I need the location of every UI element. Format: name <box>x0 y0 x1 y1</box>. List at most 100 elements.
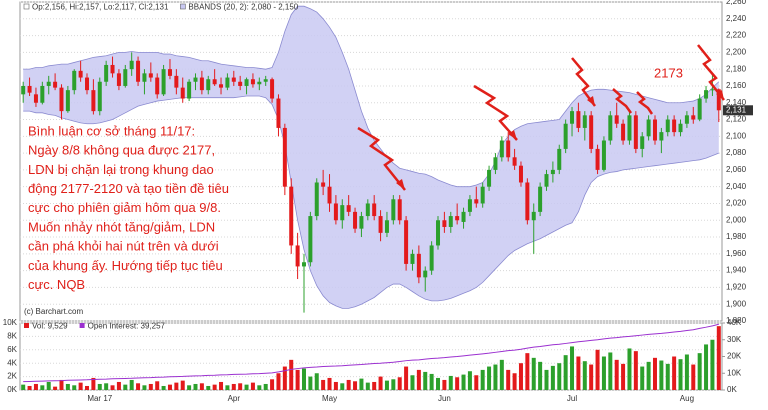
volume-bar <box>187 385 192 390</box>
candle-body <box>53 81 58 88</box>
candle-body <box>499 140 504 158</box>
y-tick-label: 4K <box>7 358 17 367</box>
candle-body <box>97 81 102 112</box>
candle-body <box>199 77 204 91</box>
candle-body <box>340 205 345 221</box>
volume-bar <box>21 384 26 390</box>
legend-label: Op:2,156, Hi:2,157, Lo:2,117, Cl:2,131 <box>32 3 169 12</box>
y-tick-label: 2,060 <box>726 165 747 174</box>
candle-body <box>225 77 230 88</box>
candle-body <box>378 216 383 233</box>
volume-bar <box>633 351 638 390</box>
candle-body <box>570 111 575 124</box>
candle-body <box>180 87 185 99</box>
candle-body <box>589 115 594 149</box>
y2-tick-label: 30K <box>727 335 742 344</box>
candle-body <box>353 211 358 229</box>
volume-bar <box>161 385 166 390</box>
volume-bar <box>314 373 319 390</box>
volume-bar <box>116 381 121 390</box>
volume-bar <box>416 369 421 390</box>
y2-tick-label: 20K <box>727 352 742 361</box>
volume-bar <box>684 354 689 390</box>
volume-bar <box>270 379 275 390</box>
volume-bar <box>110 385 115 390</box>
volume-bar <box>404 366 409 390</box>
volume-bar <box>91 377 96 390</box>
volume-bar <box>129 379 134 390</box>
y-tick-label: 2,240 <box>726 14 747 23</box>
volume-bar <box>487 366 492 390</box>
volume-bar <box>589 364 594 390</box>
volume-bar <box>301 368 306 390</box>
candle-body <box>174 75 179 88</box>
volume-bar <box>582 361 587 390</box>
volume-bar <box>467 371 472 390</box>
candle-body <box>46 81 51 86</box>
volume-bar <box>525 353 530 390</box>
volume-bar <box>123 384 128 390</box>
candle-body <box>321 182 326 187</box>
candle-body <box>684 115 689 124</box>
y-tick-label: 10K <box>3 318 18 327</box>
annotation-line: Ngày 8/8 không qua được 2177, <box>28 143 215 158</box>
candle-body <box>72 70 77 91</box>
candle-body <box>270 79 275 99</box>
volume-bar <box>499 359 504 390</box>
volume-bar <box>353 381 358 390</box>
candle-body <box>295 245 300 267</box>
y-tick-label: 2,200 <box>726 47 747 56</box>
candle-body <box>665 119 670 133</box>
y-tick-label: 0K <box>7 385 17 394</box>
volume-bar <box>78 382 83 390</box>
volume-bar <box>359 378 364 390</box>
volume-bar <box>142 385 147 390</box>
volume-bar <box>180 380 185 390</box>
candle-body <box>410 253 415 264</box>
candle-body <box>346 205 351 212</box>
candle-body <box>576 111 581 128</box>
volume-bar <box>493 364 498 390</box>
candle-body <box>710 89 715 91</box>
candle-body <box>59 87 64 112</box>
x-tick-label: Jul <box>567 394 577 403</box>
candle-body <box>704 90 709 99</box>
volume-bar <box>474 375 479 390</box>
volume-bar <box>423 371 428 390</box>
x-tick-label: Aug <box>680 394 694 403</box>
y-tick-label: 1,900 <box>726 299 747 308</box>
candle-body <box>276 98 281 128</box>
candle-body <box>123 69 128 86</box>
bolt-head <box>716 90 724 100</box>
volume-bar <box>640 366 645 390</box>
volume-bar <box>480 369 485 390</box>
y-tick-label: 2,080 <box>726 148 747 157</box>
volume-bar <box>570 346 575 390</box>
candle-body <box>493 157 498 170</box>
volume-bar <box>627 348 632 390</box>
volume-bar <box>53 386 58 390</box>
legend-label: BBANDS (20, 2): 2,080 - 2,150 <box>188 3 298 12</box>
candle-body <box>263 79 268 82</box>
volume-bar <box>282 366 287 390</box>
volume-bar <box>219 381 224 390</box>
volume-bar <box>225 385 230 390</box>
candle-body <box>397 199 402 221</box>
candle-body <box>678 123 683 133</box>
candle-body <box>531 211 536 221</box>
y-tick-label: 1,940 <box>726 266 747 275</box>
volume-bar <box>678 359 683 390</box>
volume-bar <box>238 383 243 390</box>
annotation-line: Bình luận cơ sở tháng 11/17: <box>28 123 195 138</box>
candle-body <box>314 182 319 217</box>
legend-swatch <box>180 3 186 10</box>
candle-body <box>506 140 511 158</box>
candle-body <box>142 73 147 82</box>
candle-body <box>85 77 90 91</box>
y-tick-label: 2,160 <box>726 81 747 90</box>
candle-body <box>40 85 45 103</box>
candle-body <box>601 140 606 170</box>
annotation-line: động 2177-2120 và tạo tiền đề tiêu <box>28 181 229 196</box>
volume-bar <box>174 382 179 390</box>
volume-bar <box>206 385 211 390</box>
